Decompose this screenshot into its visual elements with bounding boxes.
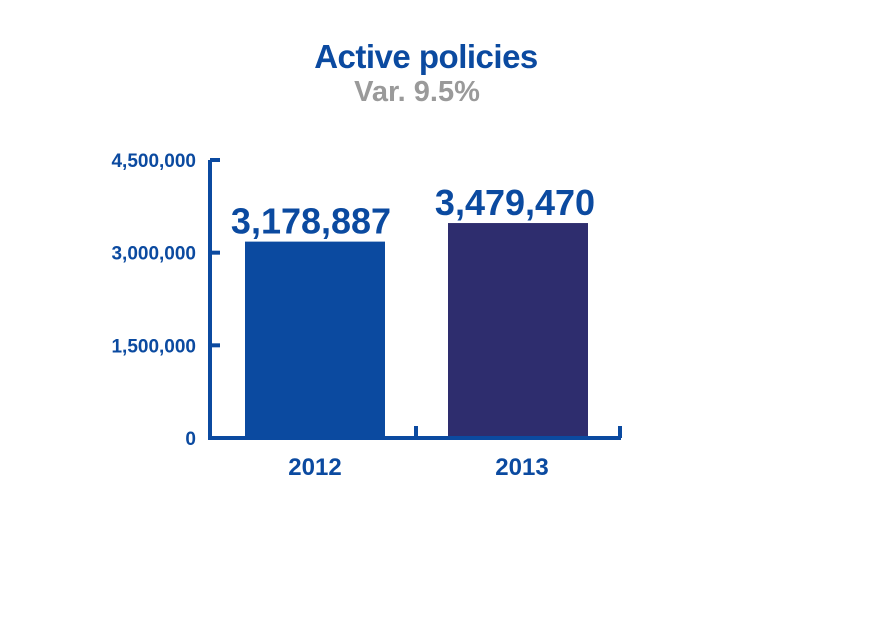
bar-2012 [245, 241, 385, 438]
y-tick-label: 3,000,000 [111, 244, 196, 265]
y-tick-label: 0 [185, 429, 196, 450]
data-label: 3,479,470 [435, 182, 595, 223]
x-tick-label: 2013 [495, 454, 548, 481]
y-tick-label: 1,500,000 [111, 336, 196, 357]
chart-title: Active policies [314, 38, 538, 75]
data-label: 3,178,887 [231, 201, 391, 242]
x-tick-label: 2012 [288, 454, 341, 481]
chart-subtitle: Var. 9.5% [354, 76, 480, 108]
y-tick-label: 4,500,000 [111, 151, 196, 172]
bar-2013 [448, 223, 588, 438]
